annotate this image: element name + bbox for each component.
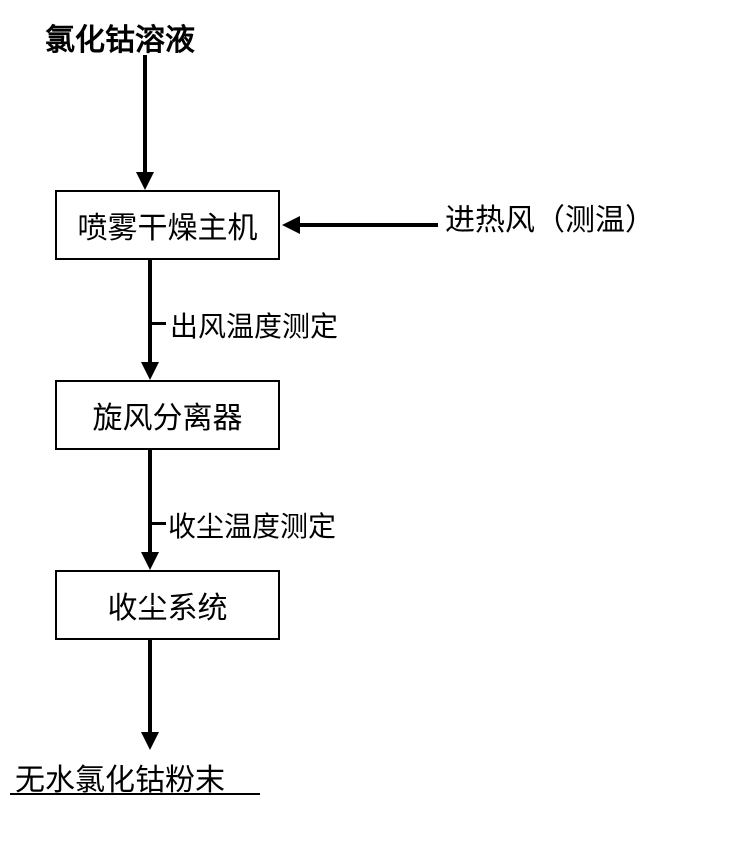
box1-label: 喷雾干燥主机 [78,203,258,247]
arrow-side-line [298,223,438,227]
side-input-label: 进热风（测温） [445,195,655,239]
edge-label-2: 收尘温度测定 [168,505,336,545]
box2-label: 旋风分离器 [93,393,243,437]
process-box-dust-collector: 收尘系统 [55,570,280,640]
arrow-3-line [148,450,152,555]
arrow-1-head [136,172,154,190]
input-label: 氯化钴溶液 [45,15,195,59]
tick-1 [152,322,166,325]
process-box-spray-dryer: 喷雾干燥主机 [55,190,280,260]
flowchart-container: 氯化钴溶液 喷雾干燥主机 进热风（测温） 出风温度测定 旋风分离器 收尘温度测定… [0,0,754,841]
arrow-1-line [143,55,147,175]
arrow-side-head [282,216,300,234]
output-underline [10,793,260,795]
arrow-4-head [141,732,159,750]
edge-label-1: 出风温度测定 [170,305,338,345]
arrow-4-line [148,640,152,735]
arrow-3-head [141,552,159,570]
box3-label: 收尘系统 [108,583,228,627]
arrow-2-line [148,260,152,365]
tick-2 [152,522,166,525]
process-box-cyclone: 旋风分离器 [55,380,280,450]
arrow-2-head [141,362,159,380]
